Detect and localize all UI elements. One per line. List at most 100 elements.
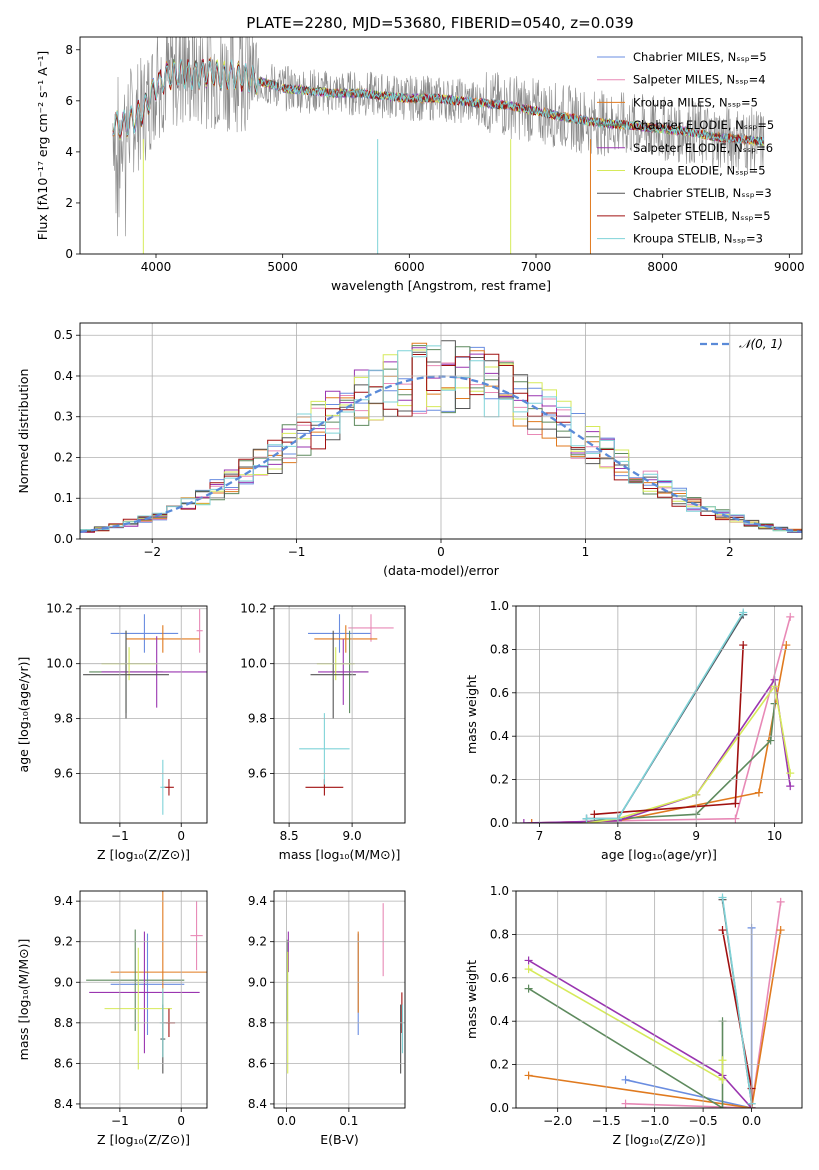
x-tick-label: 9 — [692, 829, 700, 843]
y-tick-label: 10.2 — [46, 602, 73, 616]
x-axis-label: Z [log₁₀(Z/Z⊙)] — [97, 1132, 190, 1147]
weight-marker — [731, 814, 740, 823]
y-tick-label: 10.0 — [46, 657, 73, 671]
chart-age-vs-Z: −1 0 9.6 9.8 10.0 10.2 Z [log₁₀(Z/Z⊙)] age [log… — [16, 602, 208, 862]
y-tick-label: 0.0 — [490, 1101, 509, 1115]
legend-entry: Salpeter STELIB, Nₛₛₚ=5 — [633, 209, 771, 223]
y-tick-label: 9.2 — [54, 935, 73, 949]
weight-marker — [524, 956, 533, 965]
plot-area — [519, 608, 795, 823]
weight-curve — [586, 612, 744, 820]
y-tick-label: 9.4 — [248, 894, 267, 908]
axes-frame — [273, 890, 406, 1109]
weight-marker — [782, 641, 791, 650]
legend: Chabrier MILES, Nₛₛₚ=5 Salpeter MILES, Nₛ… — [597, 50, 774, 246]
weight-curve — [528, 929, 782, 1108]
weight-curve — [721, 897, 753, 1104]
weight-marker — [786, 769, 795, 778]
data-point — [110, 933, 185, 1035]
legend-entry: Kroupa STELIB, Nₛₛₚ=3 — [633, 232, 763, 246]
y-tick-label: 0.0 — [490, 816, 509, 830]
y-tick-label: 1.0 — [490, 599, 509, 613]
x-tick-label: 6000 — [394, 260, 425, 274]
weight-marker — [582, 814, 591, 823]
x-tick-label: −1 — [111, 1114, 129, 1128]
axes-frame — [273, 605, 406, 824]
figure-title: PLATE=2280, MJD=53680, FIBERID=0540, z=0… — [246, 14, 633, 32]
chart-mass-weight-vs-age: 7 8 9 10 0.0 0.2 0.4 0.6 0.8 1.0 age [log₁₀(age/yr… — [464, 599, 803, 862]
legend-entry: Salpeter ELODIE, Nₛₛₚ=6 — [633, 141, 773, 155]
x-axis-label: Z [log₁₀(Z/Z⊙)] — [613, 1132, 706, 1147]
axes-frame — [79, 890, 208, 1109]
data-point — [110, 614, 179, 653]
weight-curve — [625, 927, 753, 1108]
y-tick-label: 8.6 — [54, 1056, 73, 1070]
weight-marker — [718, 1056, 727, 1065]
x-axis-label: mass [log₁₀(M/M⊙)] — [279, 847, 401, 862]
weight-marker — [718, 1075, 727, 1084]
weight-curve — [528, 959, 753, 1108]
weight-marker — [718, 893, 727, 902]
x-tick-label: 7 — [536, 829, 544, 843]
y-tick-label: 9.0 — [248, 975, 267, 989]
plot-area — [112, 37, 765, 254]
y-axis-label: mass weight — [464, 960, 479, 1039]
weight-marker — [731, 799, 740, 808]
y-tick-label: 0.5 — [54, 328, 73, 342]
y-tick-label: 0.8 — [490, 642, 509, 656]
y-tick-label: 0 — [65, 247, 73, 261]
x-axis-label: E(B-V) — [320, 1132, 359, 1147]
y-tick-label: 0.2 — [54, 450, 73, 464]
weight-marker — [786, 782, 795, 791]
weight-marker — [766, 736, 775, 745]
y-tick-label: 0.2 — [490, 773, 509, 787]
data-point — [318, 638, 369, 705]
x-axis-label: (data-model)/error — [383, 563, 500, 578]
weight-marker — [718, 1104, 727, 1108]
weight-marker — [786, 612, 795, 621]
x-tick-label: 2 — [726, 545, 734, 559]
x-tick-label: 8000 — [647, 260, 678, 274]
x-tick-label: −1 — [288, 545, 306, 559]
x-tick-label: −1.5 — [592, 1114, 621, 1128]
weight-curve — [531, 644, 788, 823]
x-axis-label: age [log₁₀(age/yr)] — [601, 847, 717, 862]
data-point — [83, 630, 169, 719]
y-tick-label: 9.6 — [54, 767, 73, 781]
x-tick-label: 0.0 — [277, 1114, 296, 1128]
data-point — [308, 614, 371, 653]
weight-marker — [527, 819, 536, 823]
x-tick-label: −2.0 — [543, 1114, 572, 1128]
y-tick-label: 9.4 — [54, 894, 73, 908]
weight-marker — [524, 965, 533, 974]
y-tick-label: 0.6 — [490, 971, 509, 985]
x-tick-label: −1 — [111, 829, 129, 843]
y-tick-label: 0.8 — [490, 927, 509, 941]
y-tick-label: 10.2 — [240, 602, 267, 616]
y-tick-label: 2 — [65, 196, 73, 210]
x-tick-label: 4000 — [141, 260, 172, 274]
axes-frame — [79, 605, 208, 824]
y-tick-label: 9.0 — [54, 975, 73, 989]
data-point — [160, 759, 166, 815]
y-tick-label: 0.6 — [490, 686, 509, 700]
y-tick-label: 10.0 — [240, 657, 267, 671]
y-tick-label: 8.4 — [54, 1097, 73, 1111]
data-point — [101, 636, 207, 708]
chart-mass-weight-vs-Z: −2.0 −1.5 −1.0 −0.5 0.0 0.0 0.2 0.4 0.6 0.8 1.0 Z [… — [464, 884, 803, 1147]
plot-area — [86, 891, 207, 1074]
y-tick-label: 8.8 — [248, 1016, 267, 1030]
y-tick-label: 8.8 — [54, 1016, 73, 1030]
legend-entry: Kroupa MILES, Nₛₛₚ=5 — [633, 95, 758, 109]
weight-curve — [625, 901, 782, 1108]
panels: 4000 5000 6000 7000 8000 900002468wavelength … — [16, 36, 805, 1147]
y-axis-label: age [log₁₀(age/yr)] — [16, 657, 31, 773]
y-axis-label: mass weight — [464, 675, 479, 754]
data-point — [196, 608, 203, 653]
y-axis-label: Normed distribution — [16, 369, 31, 494]
weight-marker — [718, 926, 727, 935]
legend-entry: Kroupa ELODIE, Nₛₛₚ=5 — [633, 164, 766, 178]
x-tick-label: −2 — [143, 545, 161, 559]
chart-age-vs-mass: 8.5 9.0 9.6 9.8 10.0 10.2 mass [log₁₀(M/M⊙)] — [240, 602, 406, 862]
